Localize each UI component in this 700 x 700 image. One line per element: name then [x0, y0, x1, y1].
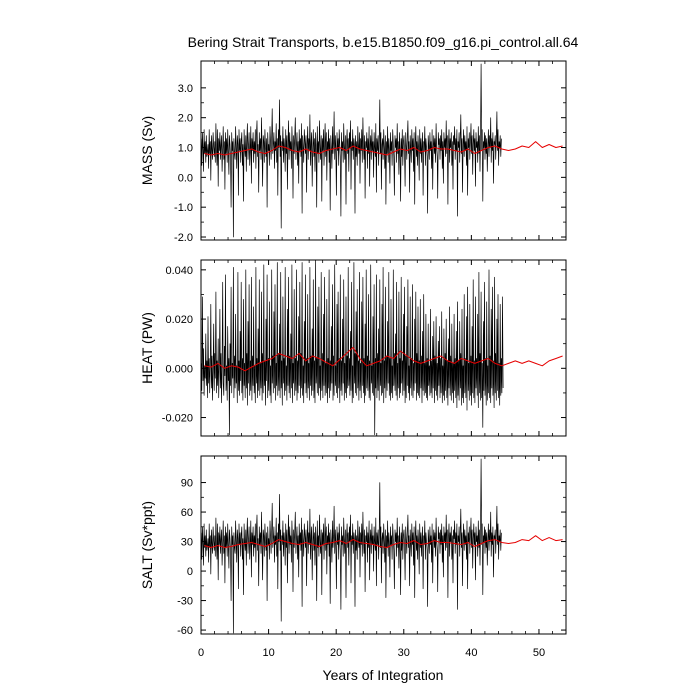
- x-tick-label: 10: [262, 647, 274, 659]
- y-tick-label-salt: 90: [181, 478, 193, 490]
- y-tick-label-mass: 0.0: [178, 172, 193, 184]
- chart-title: Bering Strait Transports, b.e15.B1850.f0…: [188, 34, 579, 50]
- y-tick-label-salt: -60: [177, 625, 193, 637]
- y-tick-label-mass: 1.0: [178, 143, 193, 155]
- panel-heat: -0.020 0.000 0.020 0.040 HEAT (PW): [139, 259, 567, 437]
- y-tick-label-salt: 0: [187, 566, 193, 578]
- series-monthly-line-mass: [201, 63, 502, 238]
- series-annual-line-mass: [204, 141, 563, 156]
- y-tick-label-heat: -0.020: [162, 413, 193, 425]
- panel-salt: -60 -30 0 30 60 90 SALT (Sv*ppt): [139, 455, 567, 637]
- y-axis-title-heat: HEAT (PW): [139, 312, 155, 384]
- y-axis-title-mass: MASS (Sv): [139, 116, 155, 185]
- x-tick-label: 50: [533, 647, 545, 659]
- y-tick-label-heat: 0.020: [165, 314, 193, 326]
- x-tick-label: 40: [465, 647, 477, 659]
- series-monthly-line-salt: [201, 458, 502, 634]
- series-annual-line-heat: [204, 346, 563, 372]
- y-tick-label-salt: 30: [181, 537, 193, 549]
- plot-frame-salt: [200, 455, 567, 635]
- plot-frame-heat: [200, 259, 567, 437]
- y-tick-label-heat: 0.040: [165, 265, 193, 277]
- y-tick-label-mass: -1.0: [174, 202, 193, 214]
- x-tick-label: 20: [330, 647, 342, 659]
- y-tick-label-heat: 0.000: [165, 363, 193, 375]
- plot-frame-mass: [200, 60, 567, 241]
- x-axis-title: Years of Integration: [323, 667, 444, 683]
- y-tick-label-salt: -30: [177, 596, 193, 608]
- y-tick-label-salt: 60: [181, 507, 193, 519]
- x-tick-label: 0: [198, 647, 204, 659]
- y-tick-label-mass: 3.0: [178, 83, 193, 95]
- panel-mass: -2.0 -1.0 0.0 1.0 2.0 3.0 MASS (Sv): [139, 60, 567, 244]
- x-tick-label: 30: [398, 647, 410, 659]
- y-axis-title-salt: SALT (Sv*ppt): [139, 501, 155, 589]
- y-tick-label-mass: 2.0: [178, 113, 193, 125]
- y-tick-label-mass: -2.0: [174, 232, 193, 244]
- series-monthly-line-heat: [201, 260, 504, 436]
- series-annual-line-salt: [204, 535, 563, 548]
